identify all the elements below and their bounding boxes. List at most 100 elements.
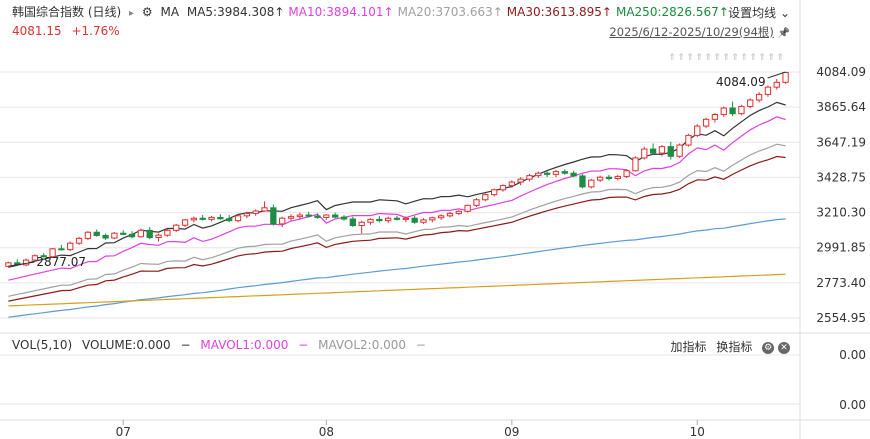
candle — [22, 258, 30, 267]
candle-body — [543, 172, 551, 175]
ma-line-ma10 — [8, 116, 786, 281]
index-title[interactable]: 韩国综合指数 (日线) — [12, 5, 122, 19]
candle — [561, 169, 568, 175]
volume-value: VOLUME:0.000 — [82, 338, 171, 352]
candle-body — [137, 229, 145, 238]
candle — [385, 216, 392, 224]
candle-body — [508, 181, 515, 187]
pin-icon[interactable]: 📌 — [777, 28, 790, 39]
candle — [208, 215, 215, 222]
candle — [358, 220, 365, 234]
event-marker-icon: ⇑ — [731, 53, 739, 63]
event-marker-icon: ⇑ — [758, 53, 766, 63]
candle — [287, 214, 295, 221]
candle — [473, 198, 480, 207]
candle — [190, 216, 198, 223]
date-range[interactable]: 2025/6/12-2025/10/29(94根) 📌 — [609, 24, 790, 40]
candle-body — [464, 204, 471, 212]
candle-body — [367, 218, 374, 223]
candle-body — [535, 172, 542, 177]
event-marker-icon: ⇑ — [767, 53, 775, 63]
gear-icon[interactable]: ⚙ — [762, 341, 775, 354]
mavol2-value: MAVOL2:0.000 — [318, 338, 407, 352]
candle — [323, 214, 330, 220]
candle-body — [173, 224, 180, 231]
y-tick-label: 4084.09 — [816, 65, 866, 79]
candle-body — [411, 217, 418, 223]
add-indicator-button[interactable]: 加指标 — [670, 340, 707, 354]
candle-body — [305, 214, 312, 217]
ma-legend-item: MA30:3613.895↑ — [506, 5, 612, 19]
title-arrow-icon[interactable]: ▸ — [129, 8, 135, 19]
candle-body — [49, 248, 56, 258]
candle-body — [296, 214, 304, 218]
event-marker-icon: ⇑ — [677, 53, 685, 63]
x-tick-label: 09 — [504, 425, 519, 439]
settings-label: 设置均线 — [728, 6, 777, 20]
candle-body — [455, 210, 462, 214]
event-marker-icon: ⇑ — [749, 53, 757, 63]
gear-icon[interactable]: ⚙ — [141, 5, 153, 19]
ma-legend-item: MA20:3703.663↑ — [397, 5, 503, 19]
settings-ma-button[interactable]: 设置均线 ⌄ — [728, 4, 790, 21]
candle-body — [402, 217, 409, 220]
candle — [199, 215, 206, 221]
candle — [632, 156, 639, 172]
candle-body — [252, 210, 259, 214]
volume-tick-label: 0.00 — [839, 348, 866, 362]
event-marker-icon: ⇑ — [713, 53, 721, 63]
chevron-down-icon: ⌄ — [779, 6, 790, 20]
candle-body — [490, 189, 498, 196]
candle-body — [111, 232, 118, 239]
candle-body — [526, 175, 533, 180]
candle — [270, 204, 277, 226]
event-marker-icon: ⇑ — [686, 53, 694, 63]
candle-body — [5, 262, 12, 267]
candle-body — [605, 176, 613, 180]
candle-body — [181, 219, 189, 226]
candle — [702, 117, 710, 129]
switch-indicator-button[interactable]: 换指标 — [716, 340, 753, 354]
mavol1-value: MAVOL1:0.000 — [200, 338, 289, 352]
candle-body — [243, 212, 251, 217]
candle-body — [632, 157, 639, 172]
event-marker-icon: ⇑ — [695, 53, 703, 63]
candle-body — [146, 229, 153, 239]
y-tick-label: 2554.95 — [816, 311, 866, 325]
candle-body — [217, 216, 224, 220]
close-icon[interactable]: ✕ — [778, 341, 790, 354]
candle — [711, 112, 719, 123]
candle — [49, 248, 56, 258]
candle-body — [155, 234, 162, 239]
candle-body — [482, 194, 489, 201]
chart-legend: 韩国综合指数 (日线) ▸ ⚙ MA MA5:3984.308↑ MA10:389… — [12, 4, 737, 20]
candle — [261, 201, 268, 212]
candle — [314, 213, 321, 219]
annotation-pointer — [8, 261, 35, 267]
candle — [755, 91, 763, 103]
candle-body — [31, 255, 39, 261]
candle — [252, 209, 259, 216]
candle — [543, 170, 551, 178]
candle — [234, 214, 242, 223]
candle-body — [438, 215, 445, 219]
high-annotation: 4084.09 — [716, 75, 766, 89]
candle — [446, 211, 454, 218]
volume-tools: 加指标 换指标 ⚙ ✕ — [670, 338, 790, 355]
candle — [570, 170, 577, 178]
moving-average-lines — [8, 101, 786, 318]
candle-body — [623, 170, 630, 177]
candle — [40, 252, 47, 258]
candle — [738, 104, 745, 116]
candle — [429, 216, 436, 223]
y-tick-label: 3647.19 — [816, 135, 866, 149]
candle — [526, 174, 533, 182]
candle-body — [58, 248, 65, 251]
candle — [164, 228, 171, 237]
candle-body — [208, 216, 215, 220]
ma-legend-item: MA10:3894.101↑ — [288, 5, 394, 19]
candle — [535, 171, 542, 179]
candle — [676, 143, 683, 158]
